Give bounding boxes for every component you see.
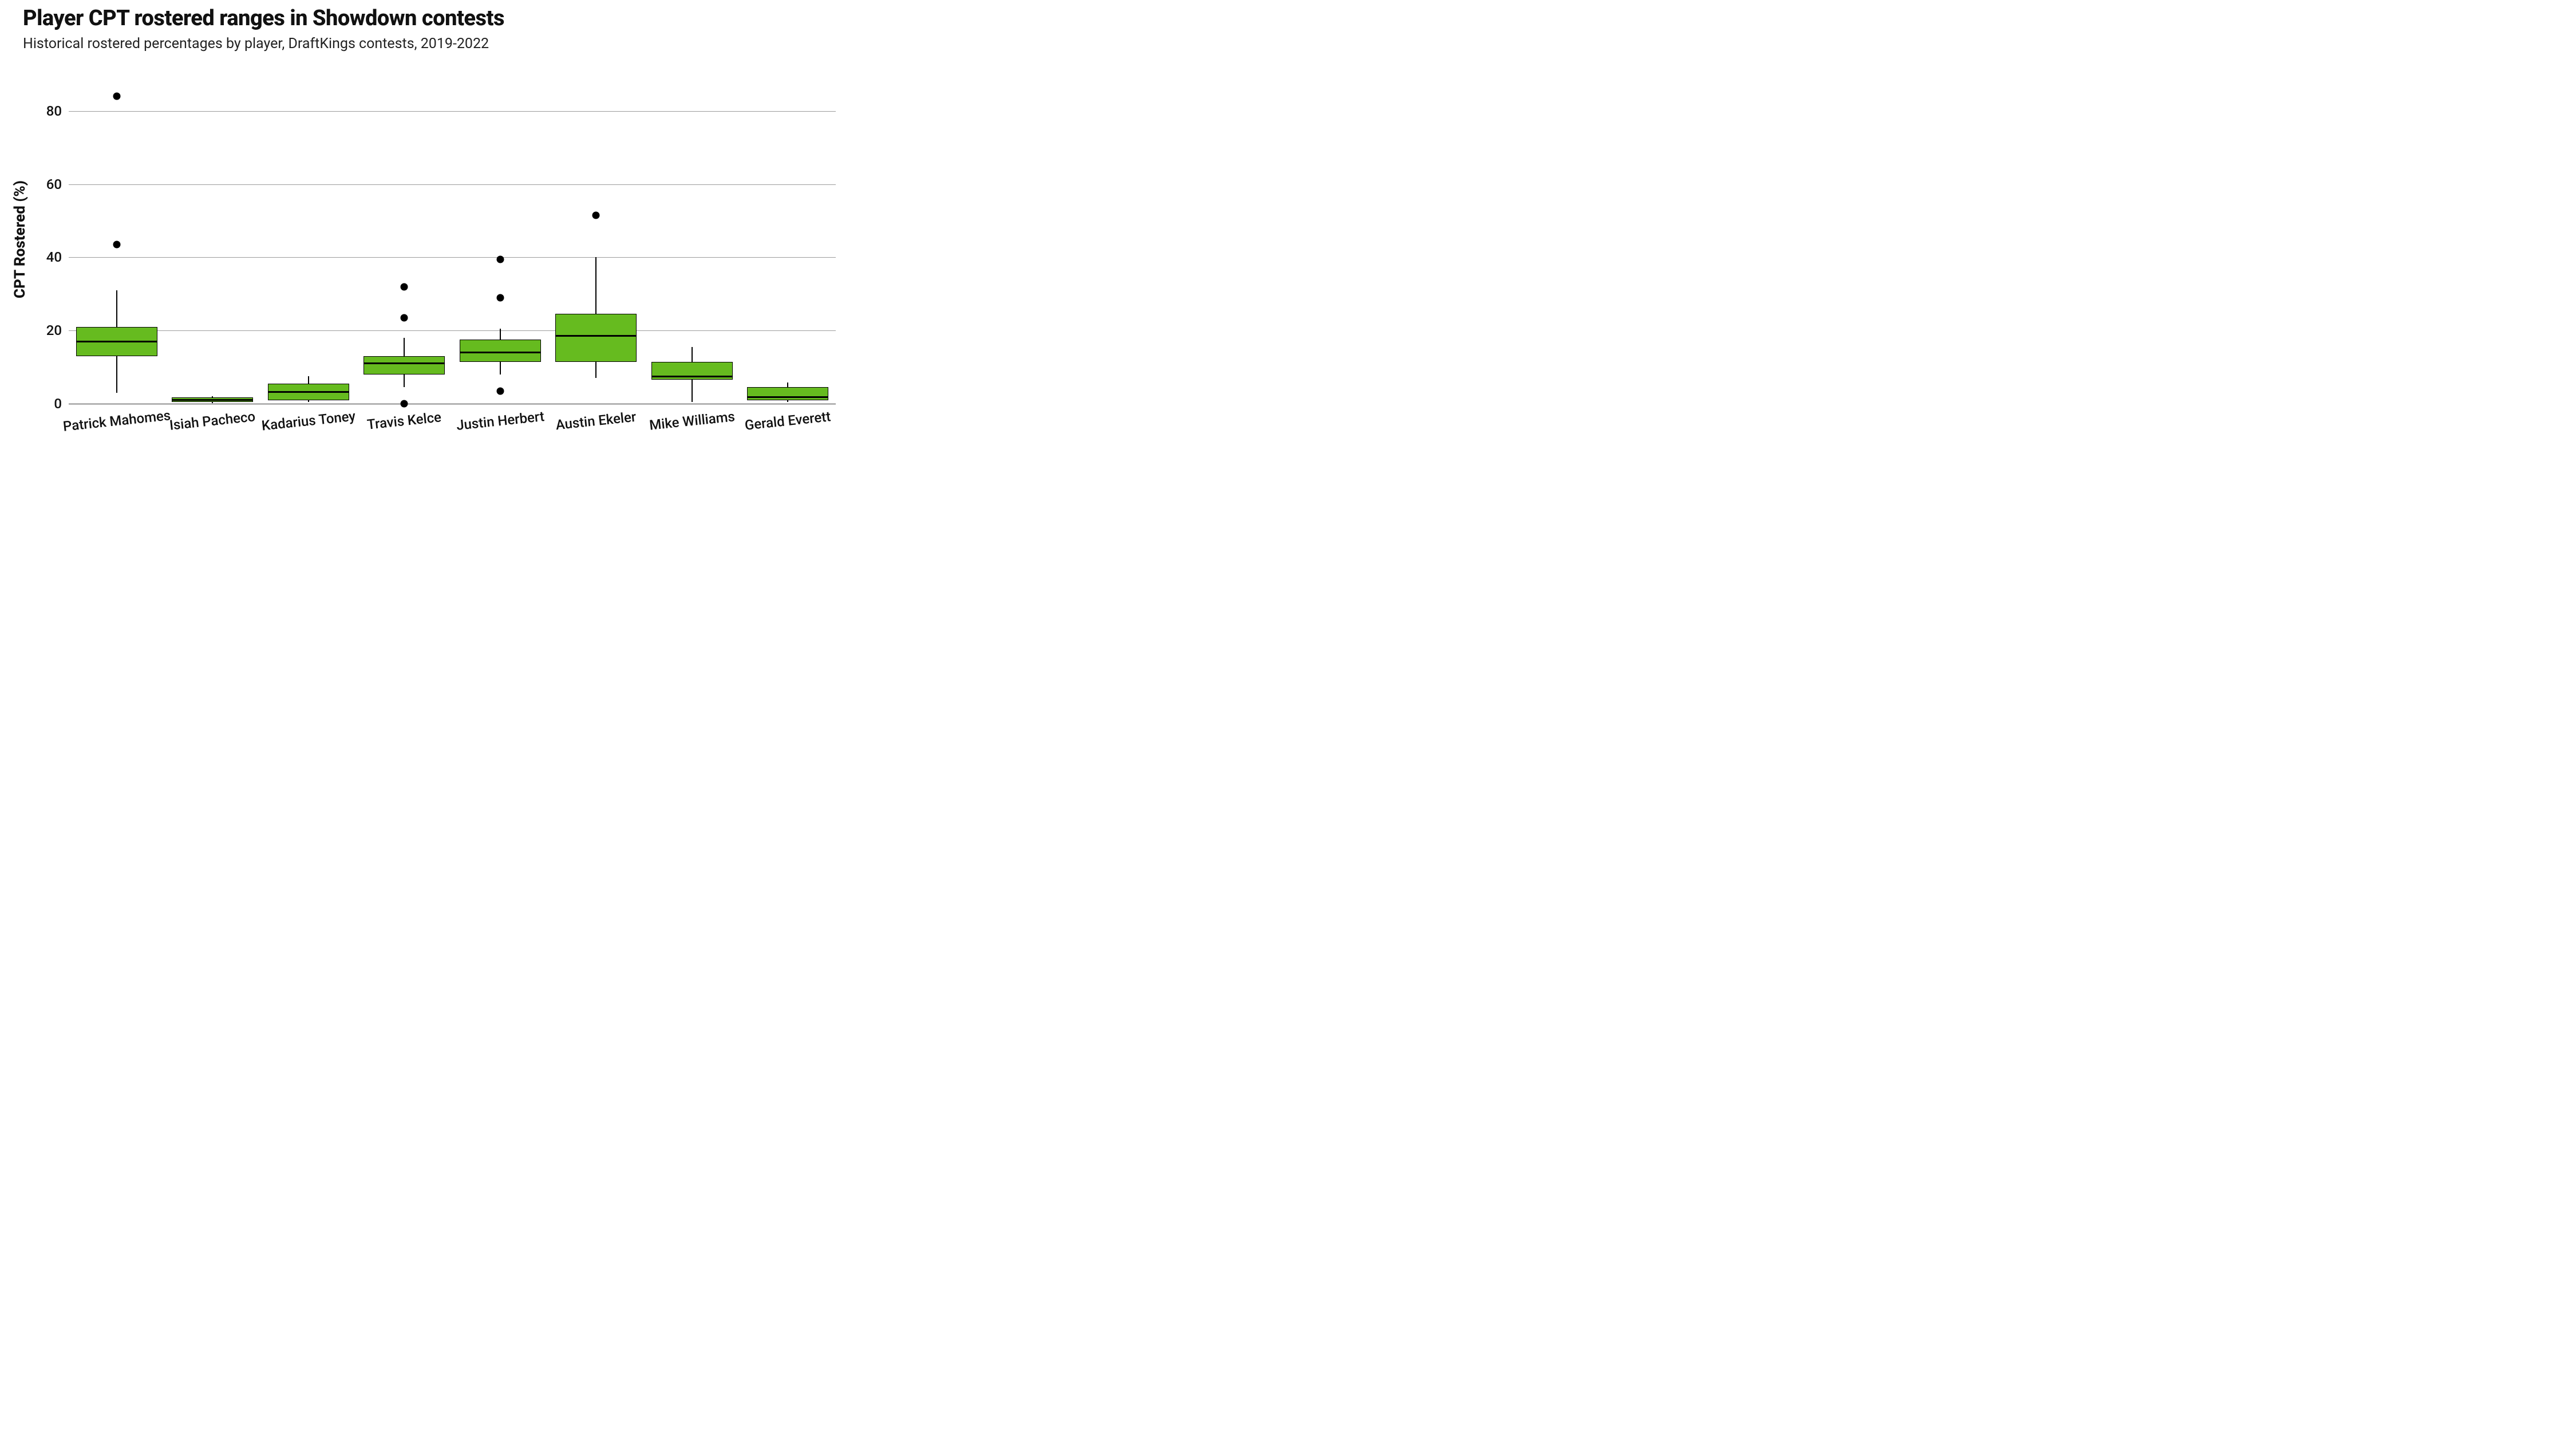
boxplot-box (364, 356, 445, 374)
x-tick-label: Gerald Everett (744, 408, 832, 433)
x-tick-label: Isiah Pacheco (169, 408, 256, 433)
outlier-point (496, 255, 504, 263)
outlier-point (401, 314, 408, 321)
y-tick-label: 80 (46, 103, 69, 119)
y-axis-title: CPT Rostered (%) (11, 180, 29, 298)
median-line (460, 352, 541, 353)
median-line (76, 341, 157, 342)
chart-subtitle: Historical rostered percentages by playe… (23, 36, 489, 52)
boxplot-box (651, 362, 733, 380)
plot-area: 020406080Patrick MahomesIsiah PachecoKad… (69, 74, 836, 404)
median-line (555, 335, 637, 337)
x-tick-label: Travis Kelce (366, 409, 442, 432)
median-line (268, 391, 349, 393)
x-tick-label: Patrick Mahomes (62, 407, 171, 435)
outlier-point (113, 241, 120, 249)
outlier-point (496, 294, 504, 301)
gridline (69, 330, 836, 331)
median-line (651, 376, 733, 377)
gridline (69, 257, 836, 258)
outlier-point (592, 211, 600, 219)
gridline (69, 111, 836, 112)
outlier-point (113, 93, 120, 100)
gridline (69, 184, 836, 185)
median-line (172, 399, 253, 401)
x-tick-label: Justin Herbert (456, 408, 545, 433)
y-tick-label: 60 (46, 176, 69, 192)
outlier-point (496, 387, 504, 395)
y-tick-label: 20 (46, 322, 69, 338)
x-tick-label: Austin Ekeler (555, 409, 637, 433)
boxplot-box (555, 314, 637, 361)
x-tick-label: Kadarius Toney (260, 408, 356, 433)
chart-container: Player CPT rostered ranges in Showdown c… (0, 0, 859, 481)
y-tick-label: 40 (46, 249, 69, 265)
outlier-point (401, 283, 408, 290)
boxplot-box (747, 387, 828, 400)
outlier-point (401, 400, 408, 408)
boxplot-box (460, 340, 541, 361)
y-tick-label: 0 (54, 396, 69, 412)
median-line (747, 396, 828, 398)
x-tick-label: Mike Williams (649, 408, 736, 433)
chart-title: Player CPT rostered ranges in Showdown c… (23, 6, 504, 31)
median-line (364, 362, 445, 364)
